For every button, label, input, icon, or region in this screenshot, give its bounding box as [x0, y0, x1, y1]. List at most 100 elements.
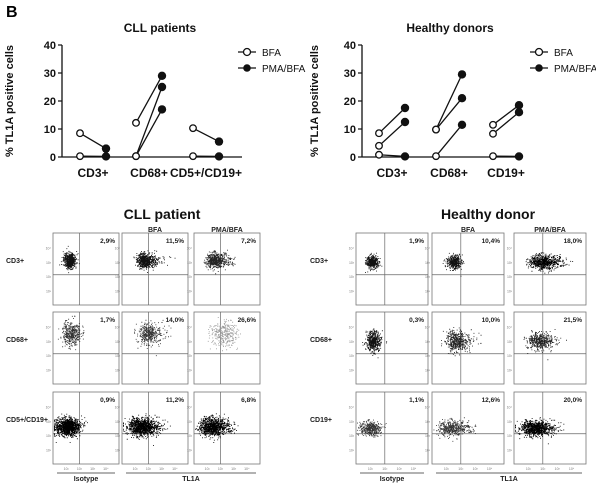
percent-label: 1,9% — [409, 238, 424, 245]
grid-title: CLL patient — [124, 206, 201, 222]
cll-patients-chart: CLL patients % TL1A positive cells 0 10 20 30… — [4, 21, 306, 180]
event-cloud — [525, 252, 574, 274]
event-dots — [362, 328, 388, 359]
percent-label: 10,0% — [482, 317, 501, 324]
plot-frame — [121, 311, 189, 385]
axis-tick-label: 10³ — [187, 261, 193, 265]
axis-tick-label: 10² — [349, 434, 355, 438]
plot-frame — [355, 311, 429, 385]
event-cloud — [441, 327, 482, 357]
row-label: CD68+ — [310, 337, 332, 344]
plot-frame — [193, 232, 261, 306]
plot-frame — [193, 311, 261, 385]
percent-label: 0,9% — [100, 397, 115, 404]
plot-frame — [513, 311, 587, 385]
pma-bfa-point — [400, 117, 410, 127]
percent-label: 10,4% — [482, 238, 501, 245]
axis-tick-label: 10⁴ — [349, 325, 355, 329]
healthy-donors-chart: Healthy donors % TL1A positive cells 0 10 20… — [309, 21, 596, 180]
axis-tick-label: 10⁴ — [46, 246, 52, 250]
axis-tick-label: 10⁴ — [569, 467, 575, 471]
axis-tick-label: 10³ — [507, 420, 513, 424]
x-tick-label: CD3+ — [376, 166, 407, 180]
percent-label: 11,2% — [166, 397, 184, 404]
percent-label: 0,3% — [409, 317, 424, 324]
flow-plot: 10¹ 10² 10³ 10⁴ 11,5% — [115, 232, 189, 306]
legend-label-bfa: BFA — [262, 48, 281, 59]
axis-tick-label: 10² — [218, 467, 224, 471]
axis-tick-label: 10³ — [425, 420, 431, 424]
axis-tick-label: 10² — [507, 275, 513, 279]
legend-marker-bfa — [534, 47, 544, 57]
axis-tick-label: 10⁴ — [425, 405, 431, 409]
axis-tick-label: 10² — [540, 467, 546, 471]
percent-label: 11,5% — [166, 238, 184, 245]
bfa-point — [432, 125, 440, 134]
flow-plot: 10¹ 10² 10³ 10⁴ 11,2% — [115, 391, 189, 465]
event-cloud — [362, 328, 388, 359]
column-header: PMA/BFA — [534, 227, 566, 234]
pair-line — [492, 111, 520, 135]
plot-frame — [52, 232, 120, 306]
event-cloud — [433, 417, 477, 442]
axis-tick-label: 10³ — [46, 261, 52, 265]
axis-tick-label: 10⁴ — [507, 325, 513, 329]
axis-tick-label: 10² — [187, 275, 193, 279]
axis-tick-label: 10⁴ — [411, 467, 417, 471]
event-dots — [441, 327, 482, 357]
bfa-point — [189, 124, 197, 133]
axis-tick-label: 10³ — [115, 261, 121, 265]
axis-tick-label: 10² — [146, 467, 152, 471]
pair-line — [135, 109, 163, 157]
flow-plot: 10¹ 10² 10³ 10⁴ 21,5% — [507, 311, 587, 385]
plot-frame — [355, 232, 429, 306]
event-dots — [357, 419, 387, 438]
axis-tick-label: 10⁴ — [507, 246, 513, 250]
axis-tick-label: 10¹ — [349, 449, 355, 453]
y-tick-label: 0 — [350, 152, 356, 164]
pma-bfa-point — [457, 94, 467, 103]
axis-tick-label: 10¹ — [46, 449, 52, 453]
axis-tick-label: 10² — [46, 434, 52, 438]
axis-tick-label: 10¹ — [425, 369, 431, 373]
pair-line — [378, 107, 406, 134]
axis-tick-label: 10⁴ — [115, 325, 121, 329]
axis-tick-label: 10¹ — [507, 290, 513, 294]
flow-plot: 10¹ 10² 10³ 10⁴ 18,0% — [507, 232, 587, 306]
isotype-label: Isotype — [74, 476, 99, 483]
flow-plot: 10¹ 10² 10³ 10⁴ 26,6% — [187, 311, 261, 385]
row-label: CD68+ — [6, 337, 28, 344]
percent-label: 6,8% — [241, 397, 256, 404]
event-cloud — [357, 419, 387, 438]
axis-tick-label: 10¹ — [187, 449, 193, 453]
legend-marker-pma — [535, 64, 543, 72]
event-cloud — [195, 413, 239, 443]
legend-label-pma: PMA/BFA — [554, 64, 596, 75]
axis-tick-label: 10³ — [349, 420, 355, 424]
percent-label: 20,0% — [564, 397, 583, 404]
y-tick-label: 40 — [44, 40, 56, 52]
axis-tick-label: 10¹ — [46, 290, 52, 294]
axis-tick-label: 10³ — [90, 467, 96, 471]
x-tick-label: CD68+ — [430, 166, 468, 180]
axis-tick-label: 10¹ — [526, 467, 532, 471]
pair-line — [435, 97, 463, 130]
pma-bfa-point — [157, 105, 167, 114]
pma-bfa-point — [457, 120, 467, 129]
bfa-point — [432, 152, 440, 161]
pma-bfa-point — [157, 71, 167, 81]
row-label: CD5+/CD19+ — [6, 417, 48, 424]
pair-line — [135, 86, 163, 157]
axis-tick-label: 10¹ — [507, 449, 513, 453]
event-cloud — [133, 250, 176, 273]
axis-tick-label: 10⁴ — [187, 405, 193, 409]
plot-frame — [431, 311, 505, 385]
y-tick-label: 30 — [344, 68, 356, 80]
percent-label: 26,6% — [238, 317, 257, 324]
axis-tick-label: 10³ — [46, 420, 52, 424]
axis-tick-label: 10⁴ — [425, 246, 431, 250]
legend-label-bfa: BFA — [554, 48, 573, 59]
bfa-point — [375, 150, 383, 159]
